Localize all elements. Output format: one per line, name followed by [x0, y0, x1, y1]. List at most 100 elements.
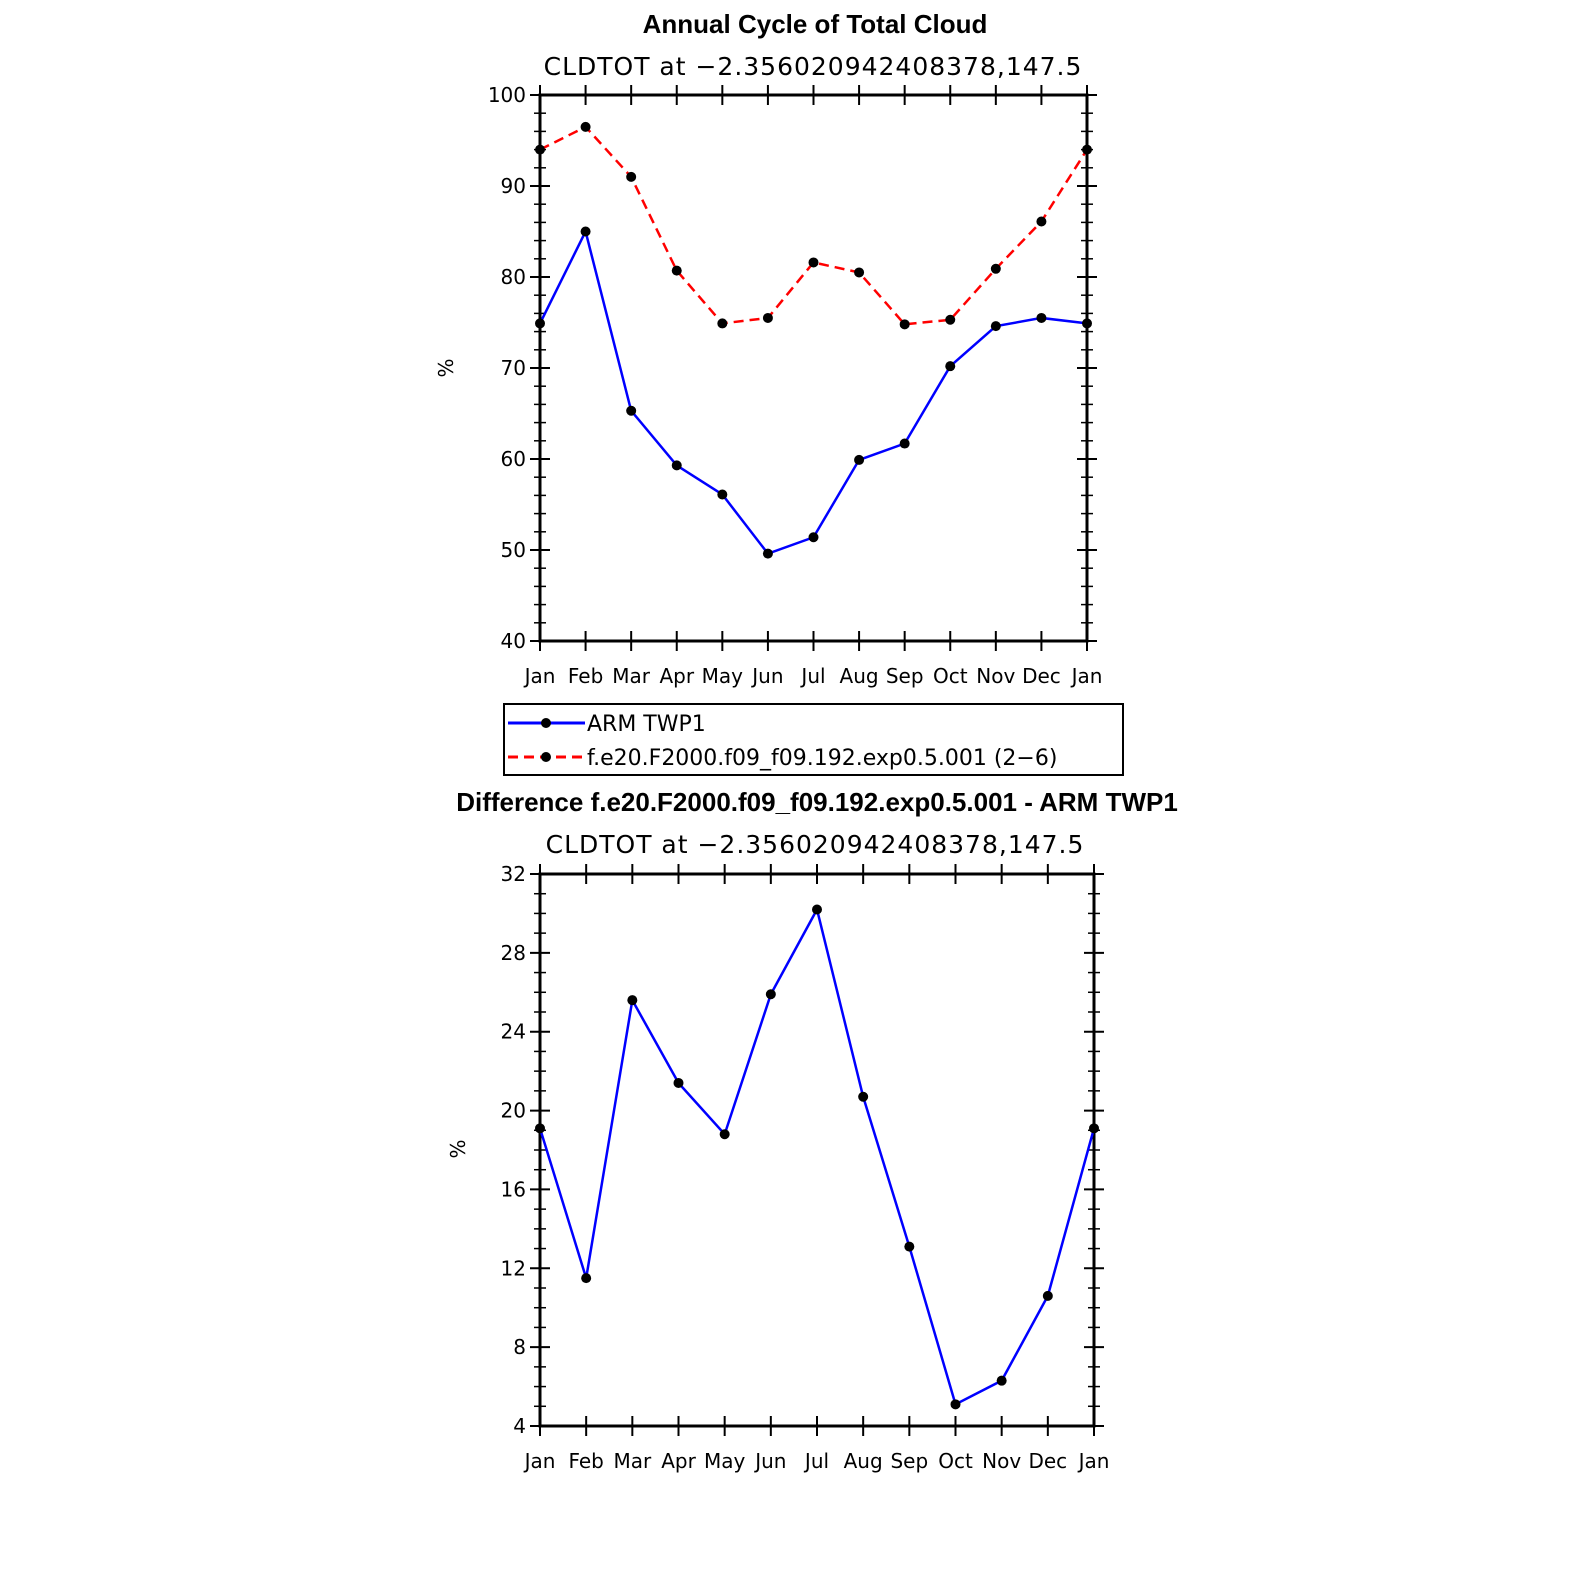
x-tick-label: Apr — [661, 1449, 696, 1473]
x-tick-label: Apr — [659, 664, 694, 688]
data-point — [858, 1091, 869, 1102]
y-tick-label: 90 — [501, 174, 526, 198]
data-point — [854, 454, 865, 465]
y-tick-label: 70 — [501, 356, 526, 380]
chart-subtitle-difference: CLDTOT at −2.356020942408378,147.5 — [546, 830, 1085, 859]
data-point — [626, 405, 637, 416]
x-tick-label: Jan — [523, 1449, 556, 1473]
data-point — [717, 489, 728, 500]
x-tick-label: Jul — [799, 664, 825, 688]
data-point — [762, 312, 773, 323]
data-point — [950, 1399, 961, 1410]
series-line — [538, 906, 1096, 1407]
y-tick-label: 50 — [501, 538, 526, 562]
y-tick-label: 100 — [488, 83, 526, 107]
chart-title: Annual Cycle of Total Cloud — [643, 9, 988, 39]
data-point — [904, 1241, 915, 1252]
y-tick-label: 16 — [501, 1177, 526, 1201]
y-tick-label: 4 — [513, 1414, 526, 1438]
x-tick-label: Feb — [568, 1449, 603, 1473]
data-point — [719, 1129, 730, 1140]
y-tick-label: 80 — [501, 265, 526, 289]
data-point — [808, 532, 819, 543]
x-tick-label: Jul — [803, 1449, 829, 1473]
data-point — [945, 314, 956, 325]
chart-subtitle: CLDTOT at −2.356020942408378,147.5 — [544, 52, 1083, 81]
series-line — [539, 125, 1089, 326]
data-point — [717, 318, 728, 329]
x-tick-label: Sep — [886, 664, 924, 688]
y-tick-label: 24 — [501, 1020, 526, 1044]
data-point — [1036, 216, 1047, 227]
y-tick-label: 40 — [501, 629, 526, 653]
y-tick-label: 20 — [501, 1099, 526, 1123]
difference-panel: Difference f.e20.F2000.f09_f09.192.exp0.… — [446, 787, 1178, 1473]
chart-title-difference: Difference f.e20.F2000.f09_f09.192.exp0.… — [456, 787, 1178, 817]
x-tick-label: Jun — [750, 664, 783, 688]
x-tick-label: Oct — [933, 664, 968, 688]
data-point — [990, 321, 1001, 332]
x-tick-label: Jun — [753, 1449, 786, 1473]
x-tick-label: Jan — [1070, 664, 1103, 688]
x-tick-label: Dec — [1022, 664, 1061, 688]
x-tick-label: Oct — [938, 1449, 973, 1473]
data-point — [535, 1123, 545, 1134]
x-tick-label: Jan — [1077, 1449, 1110, 1473]
data-point — [580, 226, 591, 237]
data-point — [854, 267, 865, 278]
data-point — [627, 995, 638, 1006]
data-point — [812, 904, 822, 915]
plot-frame — [538, 93, 1089, 643]
x-tick-label: Nov — [982, 1449, 1021, 1473]
y-axis-label-difference: % — [446, 1139, 470, 1158]
y-tick-label: 60 — [501, 447, 526, 471]
data-point — [899, 319, 910, 330]
data-point — [808, 257, 819, 268]
data-point — [673, 1077, 684, 1088]
legend-entry-arm: ARM TWP1 — [587, 712, 706, 737]
data-point — [945, 361, 956, 372]
x-tick-label: Nov — [976, 664, 1015, 688]
plot-area-difference: 4 8 12 16 20 24 28 32 Jan Feb Mar Apr May Jun Jul Aug Se… — [501, 862, 1110, 1473]
data-point — [762, 548, 773, 559]
legend: ARM TWP1 f.e20.F2000.f09_f09.192.exp0.5.… — [503, 703, 1124, 776]
y-tick-label: 32 — [501, 862, 526, 886]
data-point — [765, 989, 776, 1000]
data-point — [1089, 1123, 1099, 1134]
legend-marker-model — [541, 752, 551, 762]
y-tick-label: 28 — [501, 941, 526, 965]
x-tick-label: May — [704, 1449, 746, 1473]
data-point — [1082, 318, 1092, 329]
data-point — [671, 265, 682, 276]
y-tick-label: 12 — [501, 1256, 526, 1280]
data-point — [535, 318, 545, 329]
legend-entry-model: f.e20.F2000.f09_f09.192.exp0.5.001 (2−6) — [587, 746, 1057, 771]
y-axis-label: % — [434, 358, 458, 377]
x-tick-label: May — [702, 664, 744, 688]
x-tick-label: Mar — [613, 1449, 652, 1473]
data-point — [581, 1273, 592, 1284]
data-point — [899, 438, 910, 449]
y-tick-label: 8 — [513, 1335, 526, 1359]
data-point — [996, 1375, 1007, 1386]
legend-marker-arm — [541, 718, 551, 728]
series-line — [538, 227, 1088, 556]
annual-cycle-panel: Annual Cycle of Total Cloud CLDTOT at −2… — [434, 9, 1124, 776]
x-tick-label: Jan — [523, 664, 556, 688]
data-point — [535, 144, 545, 155]
data-point — [990, 263, 1001, 274]
data-point — [1042, 1290, 1053, 1301]
data-point — [671, 460, 682, 471]
data-point — [580, 121, 591, 132]
data-point — [1036, 312, 1047, 323]
plot-frame — [538, 872, 1096, 1428]
legend-frame — [503, 703, 1124, 776]
plot-area: 40 50 60 70 80 90 100 Jan Feb Mar Apr May Jun Jul Aug S… — [488, 83, 1103, 688]
x-tick-label: Sep — [890, 1449, 928, 1473]
x-tick-label: Mar — [612, 664, 651, 688]
data-point — [1082, 144, 1092, 155]
x-tick-label: Dec — [1028, 1449, 1067, 1473]
x-tick-label: Aug — [840, 664, 879, 688]
x-tick-label: Aug — [844, 1449, 883, 1473]
